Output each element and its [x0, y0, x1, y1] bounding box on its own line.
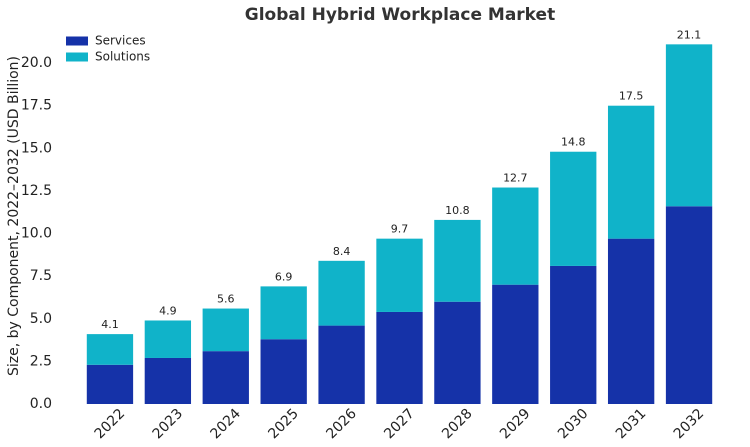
- y-tick-label: 0.0: [30, 396, 52, 412]
- x-tick-label: 2022: [92, 406, 129, 443]
- x-tick-label: 2031: [613, 406, 650, 443]
- total-label: 4.1: [101, 318, 119, 331]
- bar-segment: [492, 284, 539, 404]
- bar-segment: [434, 301, 481, 404]
- total-label: 21.1: [677, 28, 702, 41]
- y-tick-label: 7.5: [30, 268, 52, 284]
- y-tick-label: 17.5: [21, 98, 52, 114]
- legend-label: Services: [95, 34, 146, 48]
- x-tick-label: 2028: [439, 406, 476, 443]
- bar-segment: [260, 339, 307, 404]
- total-label: 4.9: [159, 304, 177, 317]
- chart-title: Global Hybrid Workplace Market: [245, 5, 555, 25]
- y-tick-label: 10.0: [21, 226, 52, 242]
- total-label: 10.8: [445, 204, 470, 217]
- total-label: 8.4: [333, 245, 351, 258]
- bar-segment: [550, 265, 597, 404]
- total-label: 17.5: [619, 90, 644, 103]
- bar-segment: [665, 206, 713, 404]
- legend-swatch: [66, 36, 88, 46]
- bar-segment: [434, 219, 481, 302]
- y-axis-label: Size, by Component, 2022–2032 (USD Billi…: [6, 56, 22, 376]
- legend-label: Solutions: [95, 50, 150, 64]
- x-tick-label: 2023: [150, 406, 187, 443]
- total-label: 14.8: [561, 136, 586, 149]
- total-label: 6.9: [275, 270, 293, 283]
- x-tick-label: 2029: [497, 406, 534, 443]
- y-tick-label: 20.0: [21, 55, 52, 71]
- x-tick-label: 2026: [323, 406, 360, 443]
- y-tick-label: 5.0: [30, 311, 52, 327]
- bar-segment: [318, 325, 365, 404]
- bar-segment: [202, 351, 249, 404]
- total-label: 5.6: [217, 293, 235, 306]
- x-tick-label: 2025: [265, 406, 302, 443]
- bar-segment: [144, 357, 192, 404]
- y-tick-label: 2.5: [30, 353, 52, 369]
- bar-segment: [376, 311, 423, 404]
- x-tick-label: 2024: [208, 406, 245, 443]
- bar-segment: [202, 308, 249, 352]
- bar-segment: [665, 44, 713, 207]
- bar-segment: [144, 320, 192, 358]
- bar-segment: [492, 187, 539, 285]
- y-tick-label: 12.5: [21, 183, 52, 199]
- total-label: 12.7: [503, 172, 528, 185]
- bar-segment: [607, 105, 655, 239]
- bar-segment: [550, 151, 597, 266]
- total-label: 9.7: [391, 223, 409, 236]
- y-tick-label: 15.0: [21, 140, 52, 156]
- bar-segment: [86, 334, 134, 365]
- bar-segment: [260, 286, 307, 340]
- x-tick-label: 2027: [381, 406, 418, 443]
- bar-segment: [607, 238, 655, 404]
- bar-segment: [318, 260, 365, 326]
- bar-segment: [376, 238, 423, 312]
- bar-segment: [86, 364, 134, 404]
- x-tick-label: 2030: [555, 406, 592, 443]
- legend-swatch: [66, 52, 88, 62]
- x-tick-label: 2032: [671, 406, 708, 443]
